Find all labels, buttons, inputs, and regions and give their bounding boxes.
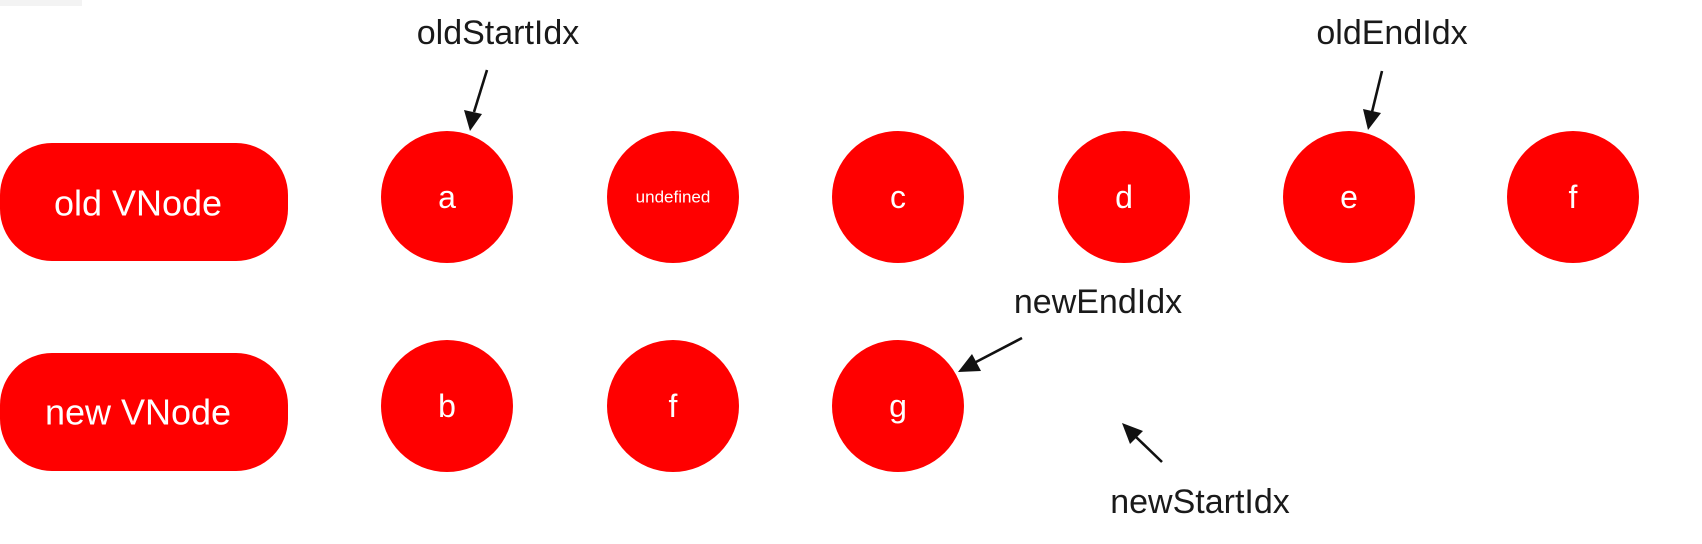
new-node-2: g xyxy=(832,340,964,472)
new-node-label: g xyxy=(889,388,907,424)
old-node-1: undefined xyxy=(607,131,739,263)
old-end-idx-arrow xyxy=(1363,70,1384,130)
old-end-idx-label: oldEndIdx xyxy=(1316,14,1467,52)
old-node-label: c xyxy=(890,179,906,215)
old-start-idx-label: oldStartIdx xyxy=(417,14,580,52)
old-node-0: a xyxy=(381,131,513,263)
new-end-idx-label: newEndIdx xyxy=(1014,283,1182,321)
old-node-circle xyxy=(1283,131,1415,263)
new-start-idx-label: newStartIdx xyxy=(1110,483,1290,521)
old-node-circle xyxy=(1507,131,1639,263)
new-node-label: f xyxy=(669,388,678,424)
old-vnode-row-label: old VNode xyxy=(0,143,288,261)
old-node-5: f xyxy=(1507,131,1639,263)
new-node-label: b xyxy=(438,388,456,424)
old-node-label: a xyxy=(438,179,456,215)
old-node-label: d xyxy=(1115,179,1133,215)
old-vnode-label-pill xyxy=(0,143,288,261)
corner-artifact xyxy=(0,0,82,6)
old-node-label: undefined xyxy=(636,188,711,207)
old-node-circle xyxy=(381,131,513,263)
new-vnode-label-pill xyxy=(0,353,288,471)
new-node-1: f xyxy=(607,340,739,472)
old-start-idx-arrow xyxy=(464,69,489,131)
old-node-label: e xyxy=(1340,179,1358,215)
new-node-0: b xyxy=(381,340,513,472)
old-node-label: f xyxy=(1569,179,1578,215)
old-node-circle xyxy=(607,131,739,263)
old-node-circle xyxy=(832,131,964,263)
new-node-circle xyxy=(381,340,513,472)
new-node-circle xyxy=(832,340,964,472)
old-node-3: d xyxy=(1058,131,1190,263)
old-node-circle xyxy=(1058,131,1190,263)
old-node-4: e xyxy=(1283,131,1415,263)
new-node-circle xyxy=(607,340,739,472)
new-vnode-row-label: new VNode xyxy=(0,353,288,471)
new-end-idx-arrow xyxy=(958,336,1023,372)
old-vnode-label-text: old VNode xyxy=(54,183,222,224)
new-vnode-label-text: new VNode xyxy=(45,392,231,433)
new-start-idx-arrow xyxy=(1122,423,1163,463)
old-node-2: c xyxy=(832,131,964,263)
